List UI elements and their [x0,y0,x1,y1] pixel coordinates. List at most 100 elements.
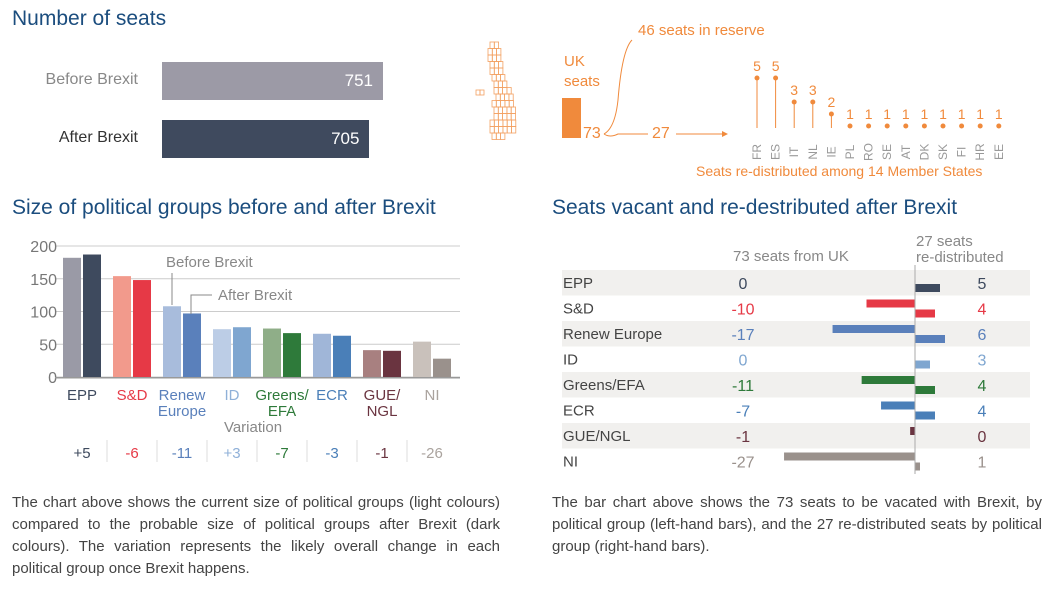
country-code: HR [973,143,987,161]
country-code: IE [824,146,838,157]
redistributed-value: 0 [978,429,987,446]
category-label: Europe [158,403,206,420]
category-label: Renew [159,387,206,404]
seats-bar-label: Before Brexit [45,71,138,88]
redistributed-value: 4 [978,378,987,395]
uk-redistribution-diagram: UK seats 73 46 seats in reserve 27 5 FR 5 ES 3 IT 3… [475,22,1006,179]
redistributed-bar [915,386,935,394]
vacated-value: 0 [739,353,748,370]
bar-after-brexit [283,333,301,377]
country-seat-count: 1 [846,106,854,122]
redistributed-bar [915,309,935,318]
groups-chart-title: Size of political groups before and afte… [12,196,436,219]
bar-after-brexit [133,280,151,377]
country-seat-count: 1 [902,106,910,122]
y-tick-label: 50 [39,337,57,354]
category-label: ECR [316,387,348,404]
variation-value: -26 [421,445,443,462]
reserve-arrow [603,39,633,135]
row-label: ECR [563,403,595,420]
bar-before-brexit [313,333,331,377]
variation-value: -7 [275,445,288,462]
uk-seats-label: seats [564,73,600,90]
bar-before-brexit [113,276,131,377]
country-code: FI [955,147,969,158]
left-header: 73 seats from UK [733,248,849,265]
vacated-bar [881,401,915,410]
vacated-bar [861,376,915,384]
country-code: SE [880,144,894,160]
bar-after-brexit [233,327,251,377]
row-background [562,321,1030,347]
country-code: NL [806,144,820,160]
reserve-label: 46 seats in reserve [638,22,765,39]
country-seat-count: 5 [772,58,780,74]
redistributed-bar [915,411,935,420]
country-dot [921,123,927,129]
category-label: NGL [367,403,398,420]
category-label: NI [425,387,440,404]
bar-before-brexit [263,328,281,377]
redistributed-value: 3 [978,353,987,370]
country-dot [903,123,909,129]
country-dot [959,123,965,129]
country-code: RO [862,143,876,161]
vacated-value: -7 [736,404,750,421]
bar-before-brexit [163,306,181,377]
legend-before-brexit: Before Brexit [166,254,254,271]
country-code: FR [750,144,764,160]
uk-seats-label: UK [564,53,585,70]
country-seat-count: 1 [883,106,891,122]
number-of-seats-title: Number of seats [12,7,167,30]
category-label: S&D [117,387,148,404]
left-caption: The chart above shows the current size o… [12,494,500,577]
country-seat-count: 5 [753,58,761,74]
variation-value: -11 [172,445,193,462]
bar-before-brexit [363,350,381,377]
redistributed-value: 4 [978,302,987,319]
country-dot [847,123,853,129]
vacated-value: -11 [732,378,754,395]
seats-bar: 751 [162,62,383,100]
country-seat-count: 1 [958,106,966,122]
country-seat-count: 1 [921,106,929,122]
redistributed-value: 1 [978,455,987,472]
y-tick-label: 150 [30,272,57,289]
redistributed-value: 4 [978,404,987,421]
country-dot [810,99,816,105]
seats-bar-label: After Brexit [58,129,138,146]
country-code: DK [917,144,931,161]
row-label: EPP [563,275,593,292]
bar-after-brexit [433,358,451,377]
row-background [562,372,1030,398]
category-label: EFA [268,403,296,420]
vacated-value: -17 [731,327,754,344]
right-caption: The bar chart above shows the 73 seats t… [552,494,1042,555]
redistributed-bar [915,462,920,471]
bar-before-brexit [413,341,431,377]
vacated-bar [910,427,915,435]
redistributed-bar [915,284,940,292]
legend-after-brexit: After Brexit [218,287,293,304]
vacated-bar [832,325,915,333]
country-dot [884,123,890,129]
vacated-value: 0 [739,276,748,293]
country-code: PL [843,144,857,159]
bar-after-brexit [383,350,401,377]
country-seat-count: 1 [865,106,873,122]
row-label: S&D [563,301,594,318]
row-label: GUE/NGL [563,428,631,445]
country-dot [754,75,760,81]
country-dot [996,123,1002,129]
row-background [562,270,1030,296]
redistributed-bar [915,335,945,343]
variation-value: +5 [73,445,90,462]
uk-map-icon [475,41,517,140]
country-code: SK [936,144,950,160]
vacant-chart-title: Seats vacant and re-destributed after Br… [552,196,958,219]
category-label: Greens/ [255,387,309,404]
country-dot [866,123,872,129]
vacated-value: -10 [731,302,754,319]
